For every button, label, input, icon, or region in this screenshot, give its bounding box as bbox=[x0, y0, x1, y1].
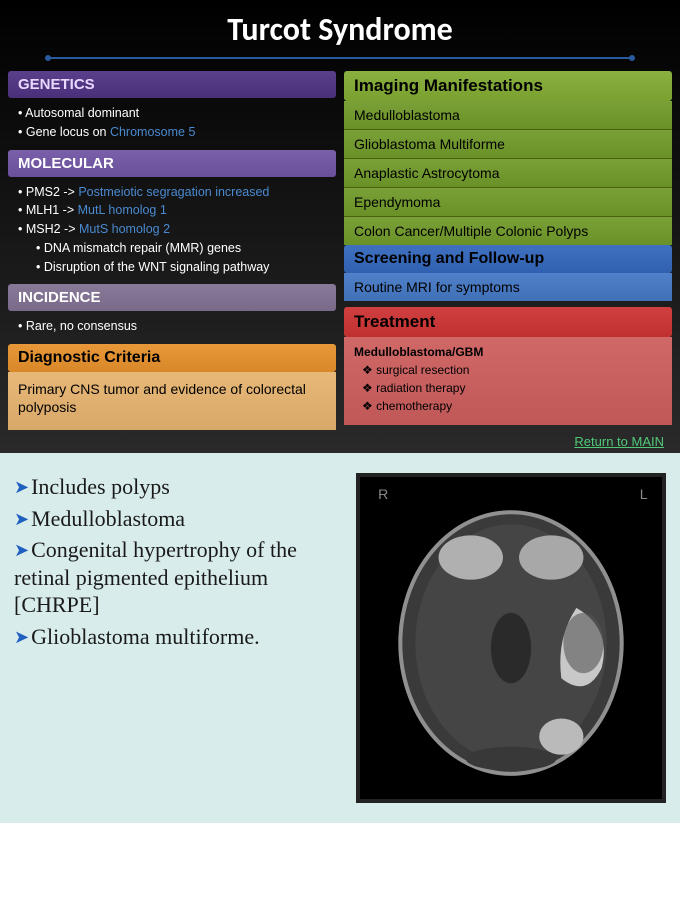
list-item: Anaplastic Astrocytoma bbox=[344, 159, 672, 188]
screening-content: Routine MRI for symptoms bbox=[344, 273, 672, 301]
diagnostic-content: Primary CNS tumor and evidence of colore… bbox=[8, 372, 336, 430]
list-item: ➤Includes polyps bbox=[14, 473, 340, 501]
imaging-header: Imaging Manifestations bbox=[344, 71, 672, 101]
svg-text:R: R bbox=[378, 487, 388, 503]
screening-header: Screening and Follow-up bbox=[344, 245, 672, 273]
top-panel: Turcot Syndrome GENETICS Autosomal domin… bbox=[0, 0, 680, 453]
list-item: MLH1 -> MutL homolog 1 bbox=[14, 201, 330, 220]
molecular-header: MOLECULAR bbox=[8, 150, 336, 177]
molecular-content: PMS2 -> Postmeiotic segragation increase… bbox=[8, 177, 336, 285]
title-divider bbox=[48, 57, 632, 59]
incidence-header: INCIDENCE bbox=[8, 284, 336, 311]
list-item: ➤Congenital hypertrophy of the retinal p… bbox=[14, 536, 340, 619]
arrow-icon: ➤ bbox=[14, 476, 29, 499]
list-item: DNA mismatch repair (MMR) genes bbox=[32, 239, 330, 258]
list-item: chemotherapy bbox=[354, 397, 662, 415]
list-item: Autosomal dominant bbox=[14, 104, 330, 123]
left-column: GENETICS Autosomal dominant Gene locus o… bbox=[8, 71, 336, 430]
diagnostic-header: Diagnostic Criteria bbox=[8, 344, 336, 372]
brain-mri-icon: R L bbox=[360, 477, 662, 799]
list-item: Disruption of the WNT signaling pathway bbox=[32, 258, 330, 277]
list-item: Medulloblastoma bbox=[344, 101, 672, 130]
svg-text:L: L bbox=[640, 487, 648, 503]
list-item: surgical resection bbox=[354, 361, 662, 379]
list-item: Gene locus on Chromosome 5 bbox=[14, 123, 330, 142]
list-item: Rare, no consensus bbox=[14, 317, 330, 336]
list-item: Glioblastoma Multiforme bbox=[344, 130, 672, 159]
arrow-icon: ➤ bbox=[14, 508, 29, 531]
list-item: MSH2 -> MutS homolog 2 bbox=[14, 220, 330, 239]
return-link[interactable]: Return to MAIN bbox=[8, 430, 672, 449]
mri-image: R L bbox=[356, 473, 666, 803]
treatment-header: Treatment bbox=[344, 307, 672, 337]
bottom-panel: ➤Includes polyps ➤Medulloblastoma ➤Conge… bbox=[0, 453, 680, 823]
bottom-list: ➤Includes polyps ➤Medulloblastoma ➤Conge… bbox=[14, 473, 340, 803]
treatment-content: Medulloblastoma/GBM surgical resection r… bbox=[344, 337, 672, 425]
list-item: ➤Medulloblastoma bbox=[14, 505, 340, 533]
arrow-icon: ➤ bbox=[14, 626, 29, 649]
genetics-header: GENETICS bbox=[8, 71, 336, 98]
list-item: radiation therapy bbox=[354, 379, 662, 397]
arrow-icon: ➤ bbox=[14, 539, 29, 562]
columns: GENETICS Autosomal dominant Gene locus o… bbox=[8, 71, 672, 430]
list-item: Ependymoma bbox=[344, 188, 672, 217]
list-item: Colon Cancer/Multiple Colonic Polyps bbox=[344, 217, 672, 245]
right-column: Imaging Manifestations Medulloblastoma G… bbox=[344, 71, 672, 430]
treatment-subtitle: Medulloblastoma/GBM bbox=[354, 343, 662, 361]
chromosome-link[interactable]: Chromosome 5 bbox=[110, 125, 195, 139]
genetics-content: Autosomal dominant Gene locus on Chromos… bbox=[8, 98, 336, 150]
incidence-content: Rare, no consensus bbox=[8, 311, 336, 344]
imaging-list: Medulloblastoma Glioblastoma Multiforme … bbox=[344, 101, 672, 245]
page-title: Turcot Syndrome bbox=[8, 10, 672, 49]
list-item: ➤Glioblastoma multiforme. bbox=[14, 623, 340, 651]
list-item: PMS2 -> Postmeiotic segragation increase… bbox=[14, 183, 330, 202]
